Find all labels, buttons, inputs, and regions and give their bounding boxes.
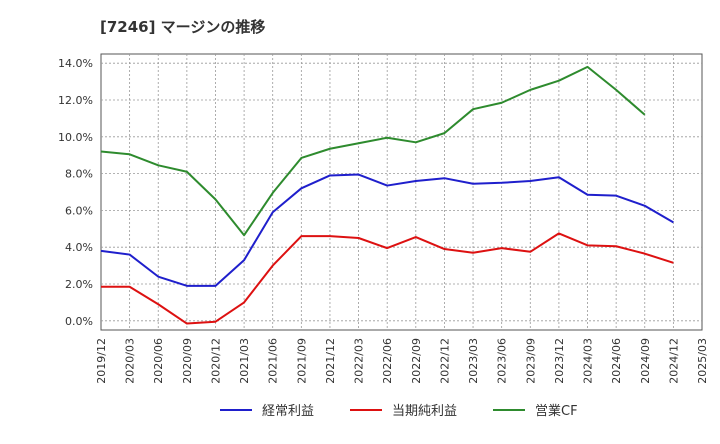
legend-label-1: 経常利益 — [262, 404, 314, 419]
x-tick-label: 2024/06 — [610, 338, 623, 384]
x-tick-label: 2020/06 — [152, 338, 165, 384]
y-tick-label: 2.0% — [65, 278, 93, 291]
legend-label-2: 当期純利益 — [392, 404, 457, 419]
y-tick-label: 0.0% — [65, 315, 93, 328]
chart-title: [7246] マージンの推移 — [100, 18, 265, 36]
x-tick-label: 2024/09 — [639, 338, 652, 384]
x-tick-label: 2023/03 — [467, 338, 480, 384]
x-tick-label: 2023/12 — [553, 338, 566, 384]
x-tick-label: 2021/09 — [295, 338, 308, 384]
x-tick-label: 2024/12 — [667, 338, 680, 384]
x-tick-label: 2022/06 — [381, 338, 394, 384]
y-tick-label: 4.0% — [65, 241, 93, 254]
x-tick-label: 2023/09 — [524, 338, 537, 384]
series-line-2 — [101, 232, 674, 325]
x-tick-label: 2022/12 — [438, 338, 451, 384]
y-tick-label: 12.0% — [58, 94, 93, 107]
x-tick-label: 2020/12 — [209, 338, 222, 384]
y-tick-label: 14.0% — [58, 57, 93, 70]
x-tick-label: 2021/03 — [238, 338, 251, 384]
y-tick-label: 10.0% — [58, 131, 93, 144]
plot-frame — [100, 53, 703, 331]
legend-label-3: 営業CF — [535, 403, 578, 419]
x-tick-label: 2021/06 — [267, 338, 280, 384]
series-line-1 — [100, 173, 674, 287]
x-tick-label: 2024/03 — [582, 338, 595, 384]
y-tick-label: 8.0% — [65, 168, 93, 181]
x-tick-label: 2025/03 — [696, 338, 709, 384]
y-tick-label: 6.0% — [65, 204, 93, 217]
x-tick-label: 2020/03 — [124, 338, 137, 384]
x-tick-label: 2019/12 — [95, 338, 108, 384]
x-tick-label: 2020/09 — [181, 338, 194, 384]
x-tick-label: 2023/06 — [496, 338, 509, 384]
series-line-3 — [100, 65, 646, 237]
x-tick-label: 2022/09 — [410, 338, 423, 384]
x-tick-label: 2022/03 — [353, 338, 366, 384]
x-tick-label: 2021/12 — [324, 338, 337, 384]
